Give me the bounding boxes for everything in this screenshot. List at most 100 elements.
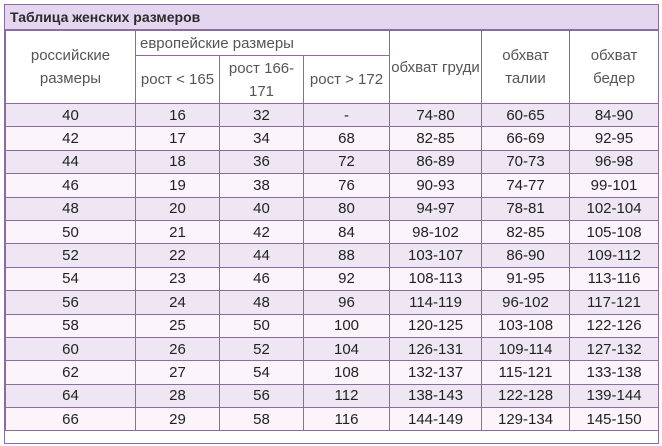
cell-waist: 122-128 — [481, 383, 571, 409]
cell-ru-size: 48 — [5, 196, 136, 221]
table-row: 52 22 44 88 103-107 86-90 109-112 — [5, 243, 660, 268]
cell-eu-size-1: 29 — [135, 407, 220, 432]
header-ru-size: российские размеры — [5, 30, 136, 104]
cell-eu-size-1: 25 — [135, 313, 220, 338]
cell-eu-size-3: 72 — [302, 149, 391, 175]
cell-eu-size-2: 56 — [219, 383, 304, 409]
cell-waist: 60-65 — [481, 102, 571, 128]
cell-waist: 96-102 — [481, 290, 571, 315]
cell-waist: 78-81 — [481, 196, 571, 221]
cell-eu-size-3: 76 — [302, 173, 391, 198]
cell-eu-size-2: 54 — [219, 360, 304, 385]
cell-waist: 86-90 — [481, 243, 571, 268]
table-row: 50 21 42 84 98-102 82-85 105-108 — [5, 219, 660, 245]
cell-hips: 122-126 — [569, 313, 660, 338]
cell-hips: 133-138 — [569, 360, 660, 385]
cell-ru-size: 54 — [5, 266, 136, 292]
header-hips: обхват бедер — [569, 30, 660, 104]
table-row: 60 26 52 104 126-131 109-114 127-132 — [5, 336, 660, 362]
cell-eu-size-1: 18 — [135, 149, 220, 175]
cell-eu-size-3: 112 — [302, 383, 391, 409]
cell-ru-size: 46 — [5, 173, 136, 198]
header-eu-height-2: рост 166-171 — [219, 55, 304, 104]
cell-chest: 74-80 — [389, 102, 483, 128]
cell-waist: 74-77 — [481, 173, 571, 198]
cell-eu-size-2: 36 — [219, 149, 304, 175]
cell-ru-size: 56 — [5, 290, 136, 315]
cell-ru-size: 44 — [5, 149, 136, 175]
cell-eu-size-1: 26 — [135, 336, 220, 362]
cell-hips: 102-104 — [569, 196, 660, 221]
table-body: 40 16 32-74-80 60-65 84-90 42 17 34 68 82-85 66-69… — [5, 102, 660, 432]
table-row: 66 29 58 116 144-149 129-134 145-150 — [5, 407, 660, 432]
cell-eu-size-1: 19 — [135, 173, 220, 198]
cell-chest: 132-137 — [389, 360, 483, 385]
cell-hips: 139-144 — [569, 383, 660, 409]
header-eu-height-1: рост < 165 — [135, 55, 220, 104]
cell-waist: 66-69 — [481, 126, 571, 151]
cell-eu-size-2: 58 — [219, 407, 304, 432]
size-table: российские размеры европейские размеры о… — [5, 30, 660, 432]
header-eu-group: европейские размеры — [134, 30, 391, 56]
table-row: 40 16 32-74-80 60-65 84-90 — [5, 102, 660, 128]
cell-eu-size-1: 27 — [135, 360, 220, 385]
chart-title: Таблица женских размеров — [5, 5, 658, 30]
cell-eu-size-2: 44 — [219, 243, 304, 268]
cell-chest: 114-119 — [389, 290, 483, 315]
cell-ru-size: 64 — [5, 383, 136, 409]
cell-chest: 120-125 — [389, 313, 483, 338]
cell-eu-size-2: 50 — [219, 313, 304, 338]
table-row: 54 23 46 92 108-113 91-95 113-116 — [5, 266, 660, 292]
cell-eu-size-3: 80 — [302, 196, 391, 221]
cell-chest: 82-85 — [389, 126, 483, 151]
cell-chest: 90-93 — [389, 173, 483, 198]
cell-eu-size-3: 96 — [302, 290, 391, 315]
cell-eu-size-1: 17 — [135, 126, 220, 151]
cell-ru-size: 60 — [5, 336, 136, 362]
cell-hips: 92-95 — [569, 126, 660, 151]
cell-eu-size-2: 38 — [219, 173, 304, 198]
cell-eu-size-1: 28 — [135, 383, 220, 409]
cell-eu-size-2: 48 — [219, 290, 304, 315]
cell-eu-size-1: 21 — [135, 219, 220, 245]
cell-hips: 84-90 — [569, 102, 660, 128]
cell-eu-size-2: 52 — [219, 336, 304, 362]
cell-hips: 99-101 — [569, 173, 660, 198]
cell-hips: 113-116 — [569, 266, 660, 292]
cell-eu-size-2: 32 — [219, 102, 304, 128]
cell-eu-size-3: 116 — [302, 407, 391, 432]
header-chest: обхват груди — [389, 30, 483, 104]
size-chart: Таблица женских размеров российские разм… — [4, 4, 660, 444]
table-row: 56 24 48 96 114-119 96-102 117-121 — [5, 290, 660, 315]
cell-hips: 105-108 — [569, 219, 660, 245]
cell-eu-size-3: 68 — [302, 126, 391, 151]
cell-chest: 138-143 — [389, 383, 483, 409]
cell-chest: 108-113 — [389, 266, 483, 292]
cell-chest: 126-131 — [389, 336, 483, 362]
cell-chest: 94-97 — [389, 196, 483, 221]
table-row: 42 17 34 68 82-85 66-69 92-95 — [5, 126, 660, 151]
table-row: 58 25 50 100 120-125 103-108 122-126 — [5, 313, 660, 338]
cell-chest: 86-89 — [389, 149, 483, 175]
cell-eu-size-1: 16 — [135, 102, 220, 128]
cell-eu-size-2: 46 — [219, 266, 304, 292]
cell-waist: 82-85 — [481, 219, 571, 245]
table-row: 46 19 38 76 90-93 74-77 99-101 — [5, 173, 660, 198]
cell-hips: 109-112 — [569, 243, 660, 268]
cell-ru-size: 40 — [5, 102, 136, 128]
cell-eu-size-3: 84 — [302, 219, 391, 245]
cell-ru-size: 52 — [5, 243, 136, 268]
cell-waist: 115-121 — [481, 360, 571, 385]
cell-eu-size-3: 88 — [302, 243, 391, 268]
cell-hips: 145-150 — [569, 407, 660, 432]
cell-chest: 98-102 — [389, 219, 483, 245]
cell-eu-size-3: 108 — [302, 360, 391, 385]
cell-waist: 109-114 — [481, 336, 571, 362]
cell-eu-size-3: 92 — [302, 266, 391, 292]
cell-waist: 70-73 — [481, 149, 571, 175]
cell-eu-size-1: 23 — [135, 266, 220, 292]
cell-hips: 117-121 — [569, 290, 660, 315]
table-row: 48 20 40 80 94-97 78-81 102-104 — [5, 196, 660, 221]
header-waist: обхват талии — [481, 30, 571, 104]
cell-ru-size: 58 — [5, 313, 136, 338]
